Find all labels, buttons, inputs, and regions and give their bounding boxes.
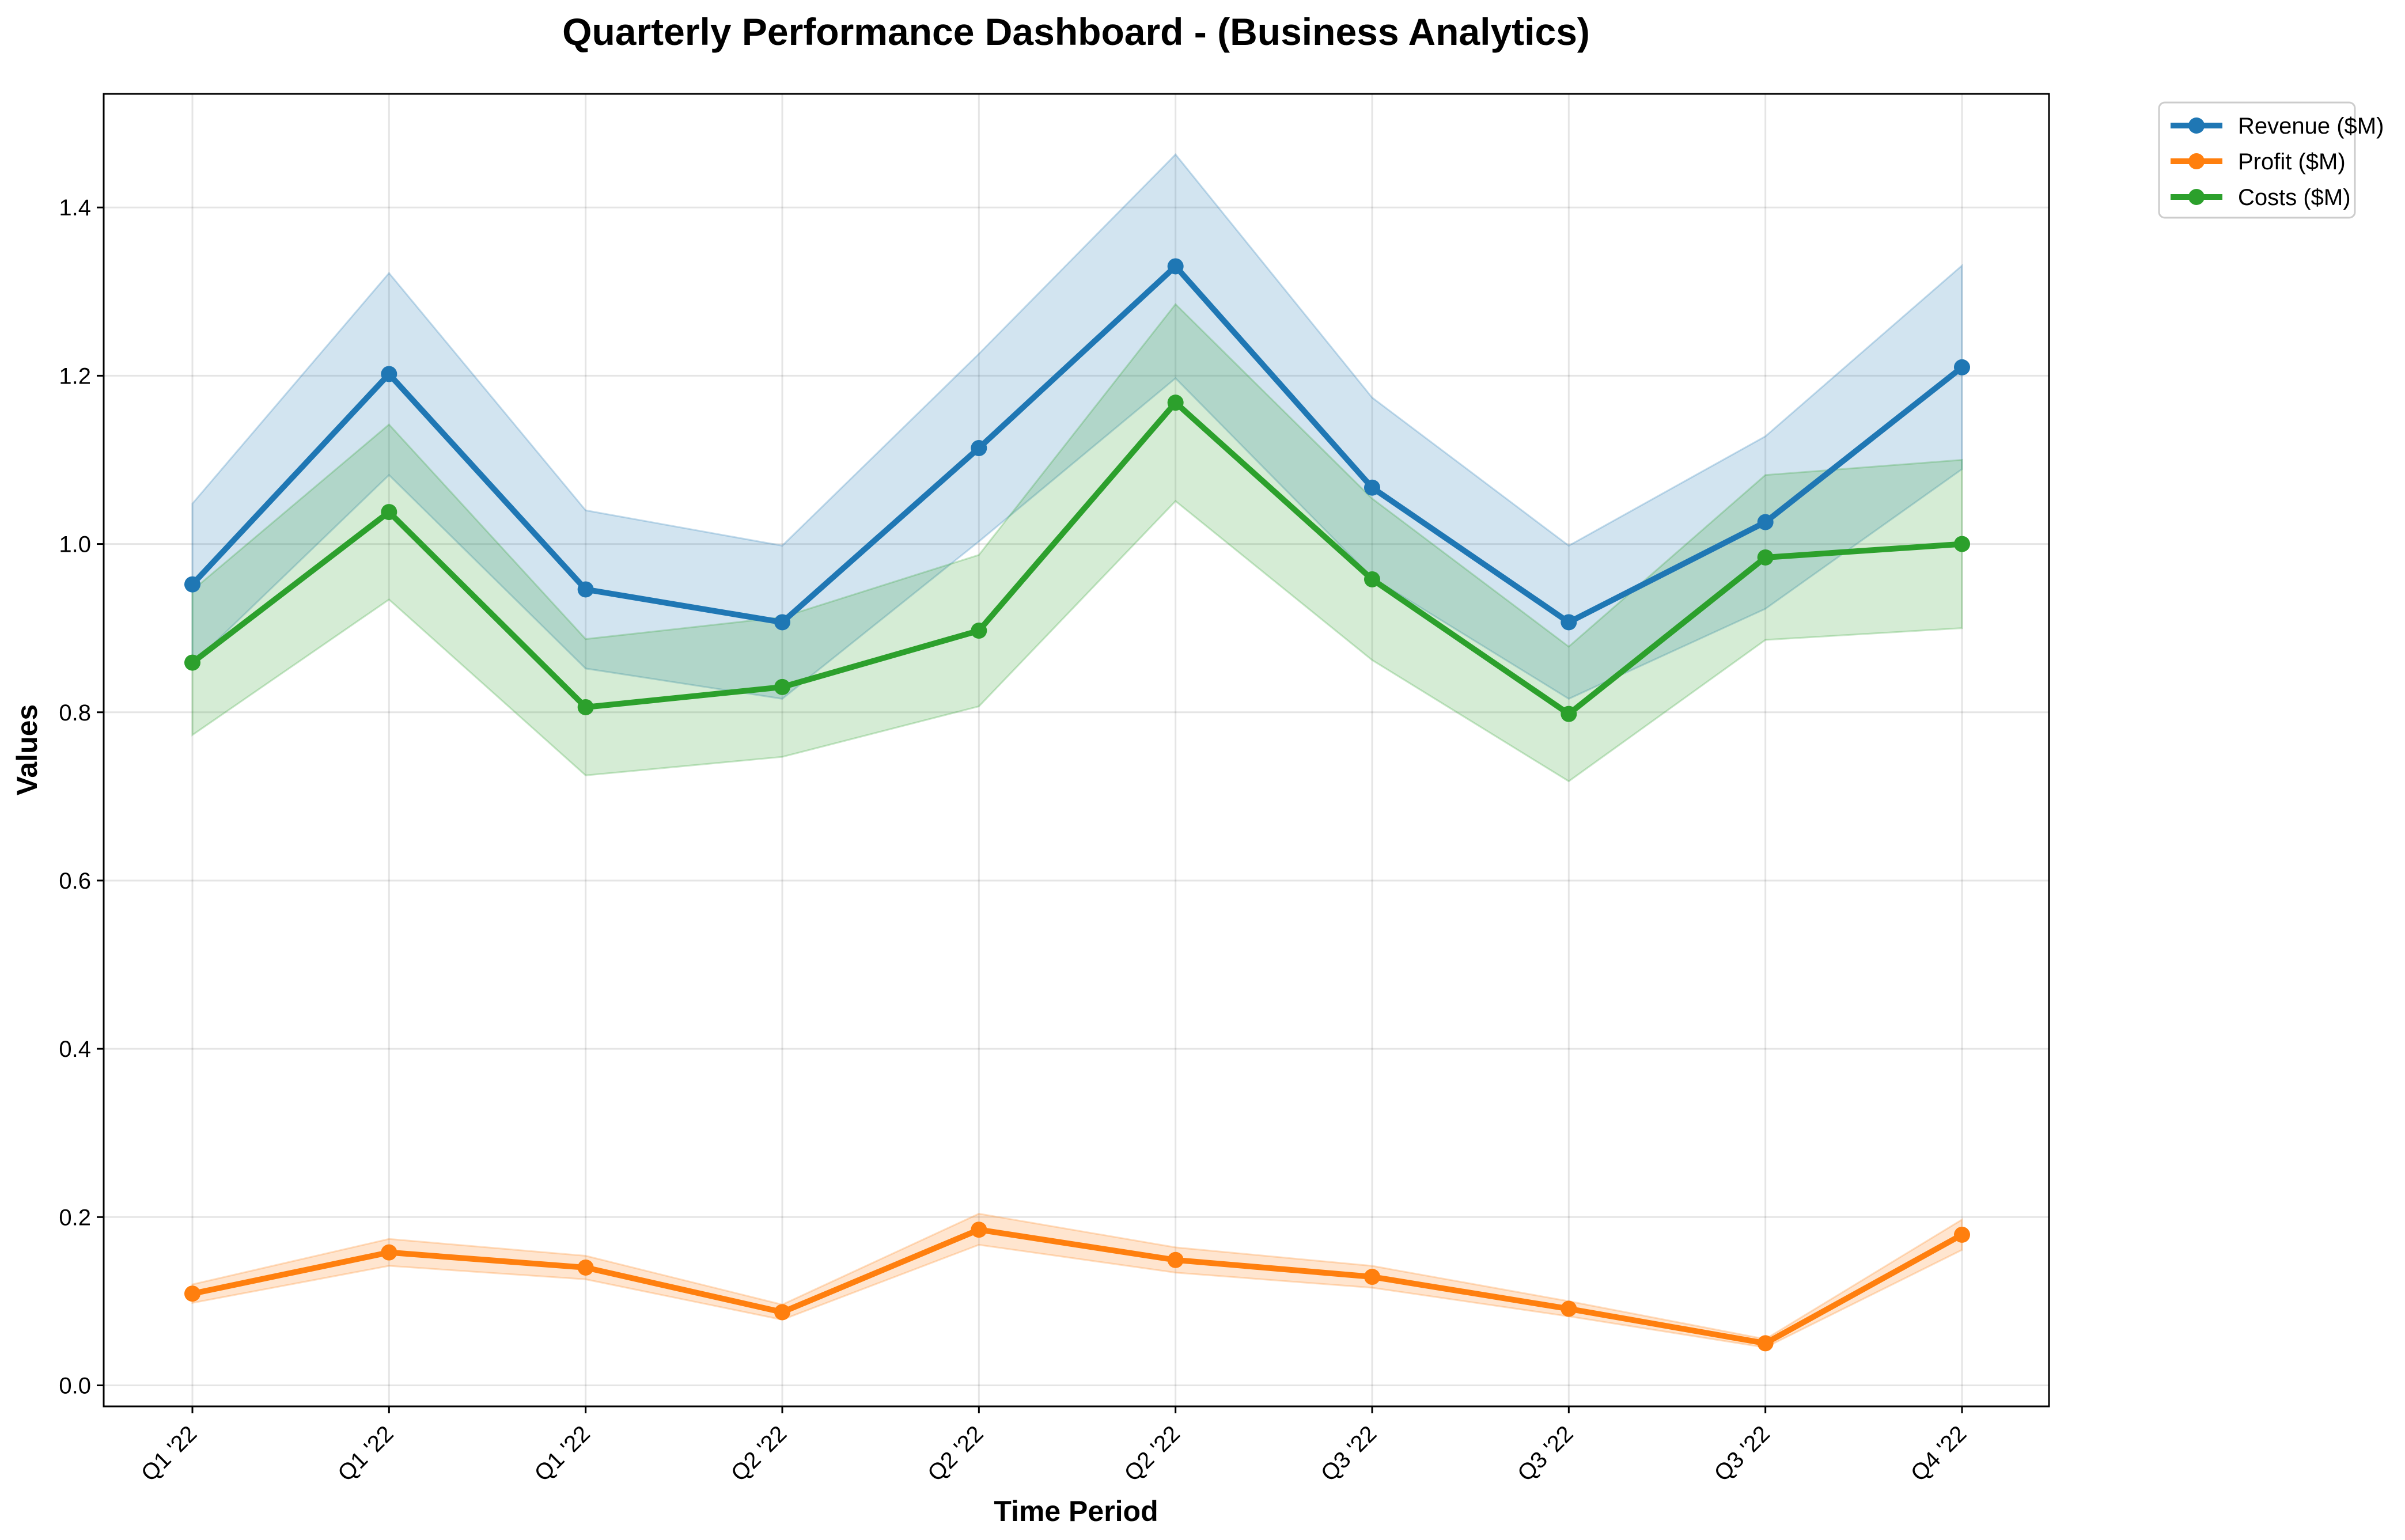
legend: Revenue ($M) Profit ($M) Costs ($M) (2158, 101, 2384, 219)
point-series-1 (381, 366, 397, 382)
series-points (184, 258, 1970, 1352)
point-series-2 (184, 1285, 200, 1302)
point-series-3 (971, 623, 987, 639)
point-series-3 (381, 504, 397, 521)
plot-area-frame (103, 93, 2050, 1408)
legend-swatch-marker (2188, 153, 2205, 169)
point-series-3 (577, 699, 594, 715)
point-series-2 (381, 1244, 397, 1261)
line-series-3 (190, 400, 1963, 717)
y-tick-label: 0.2 (59, 1205, 91, 1230)
point-series-3 (1757, 549, 1774, 566)
y-tick-label: 0.6 (59, 868, 91, 894)
point-series-2 (1364, 1269, 1380, 1285)
point-series-3 (774, 678, 790, 695)
point-series-1 (774, 614, 790, 631)
point-series-1 (184, 576, 200, 593)
point-series-2 (1167, 1251, 1184, 1268)
legend-frame (2158, 101, 2356, 219)
point-series-1 (1954, 359, 1970, 375)
point-series-2 (971, 1222, 987, 1238)
point-series-3 (1954, 536, 1970, 552)
legend-swatch-marker (2188, 117, 2205, 134)
y-tick-label: 1.4 (59, 195, 91, 221)
line-series-1 (190, 263, 1964, 625)
point-series-1 (577, 581, 594, 598)
point-series-2 (577, 1259, 594, 1276)
y-tick-label: 1.2 (59, 363, 91, 389)
point-series-1 (1757, 514, 1774, 530)
line-series-2 (191, 1227, 1964, 1346)
point-series-3 (1167, 395, 1184, 411)
y-tick-label: 0.0 (59, 1373, 91, 1398)
point-series-3 (1364, 571, 1380, 587)
confidence-bands (191, 153, 1963, 1349)
legend-swatch-marker (2188, 189, 2205, 205)
y-tick-label: 1.0 (59, 532, 91, 557)
point-series-2 (1561, 1300, 1577, 1317)
x-axis-title: Time Period (994, 1495, 1158, 1527)
legend-label: Costs ($M) (2238, 185, 2351, 210)
chart-title: Quarterly Performance Dashboard - (Busin… (562, 10, 1590, 53)
legend-label: Profit ($M) (2238, 149, 2346, 175)
point-series-3 (1561, 705, 1577, 722)
legend-label: Revenue ($M) (2238, 113, 2384, 139)
point-series-1 (971, 440, 987, 457)
y-tick-label: 0.4 (59, 1037, 91, 1062)
band-series-3 (191, 302, 1963, 783)
point-series-2 (1757, 1335, 1774, 1352)
point-series-1 (1561, 614, 1577, 631)
point-series-1 (1364, 479, 1380, 496)
point-series-3 (184, 654, 200, 671)
series-lines (190, 263, 1964, 1346)
y-axis-ticks: 0.0 0.2 0.4 0.6 0.8 1.0 1.2 1.4 (59, 195, 104, 1398)
legend-items: Revenue ($M) Profit ($M) Costs ($M) (2171, 113, 2384, 210)
gridlines (104, 94, 2049, 1406)
point-series-2 (774, 1304, 790, 1321)
y-axis-title: Values (11, 704, 43, 795)
point-series-1 (1167, 258, 1184, 275)
y-tick-label: 0.8 (59, 700, 91, 726)
point-series-2 (1954, 1226, 1970, 1243)
band-series-1 (191, 153, 1963, 700)
